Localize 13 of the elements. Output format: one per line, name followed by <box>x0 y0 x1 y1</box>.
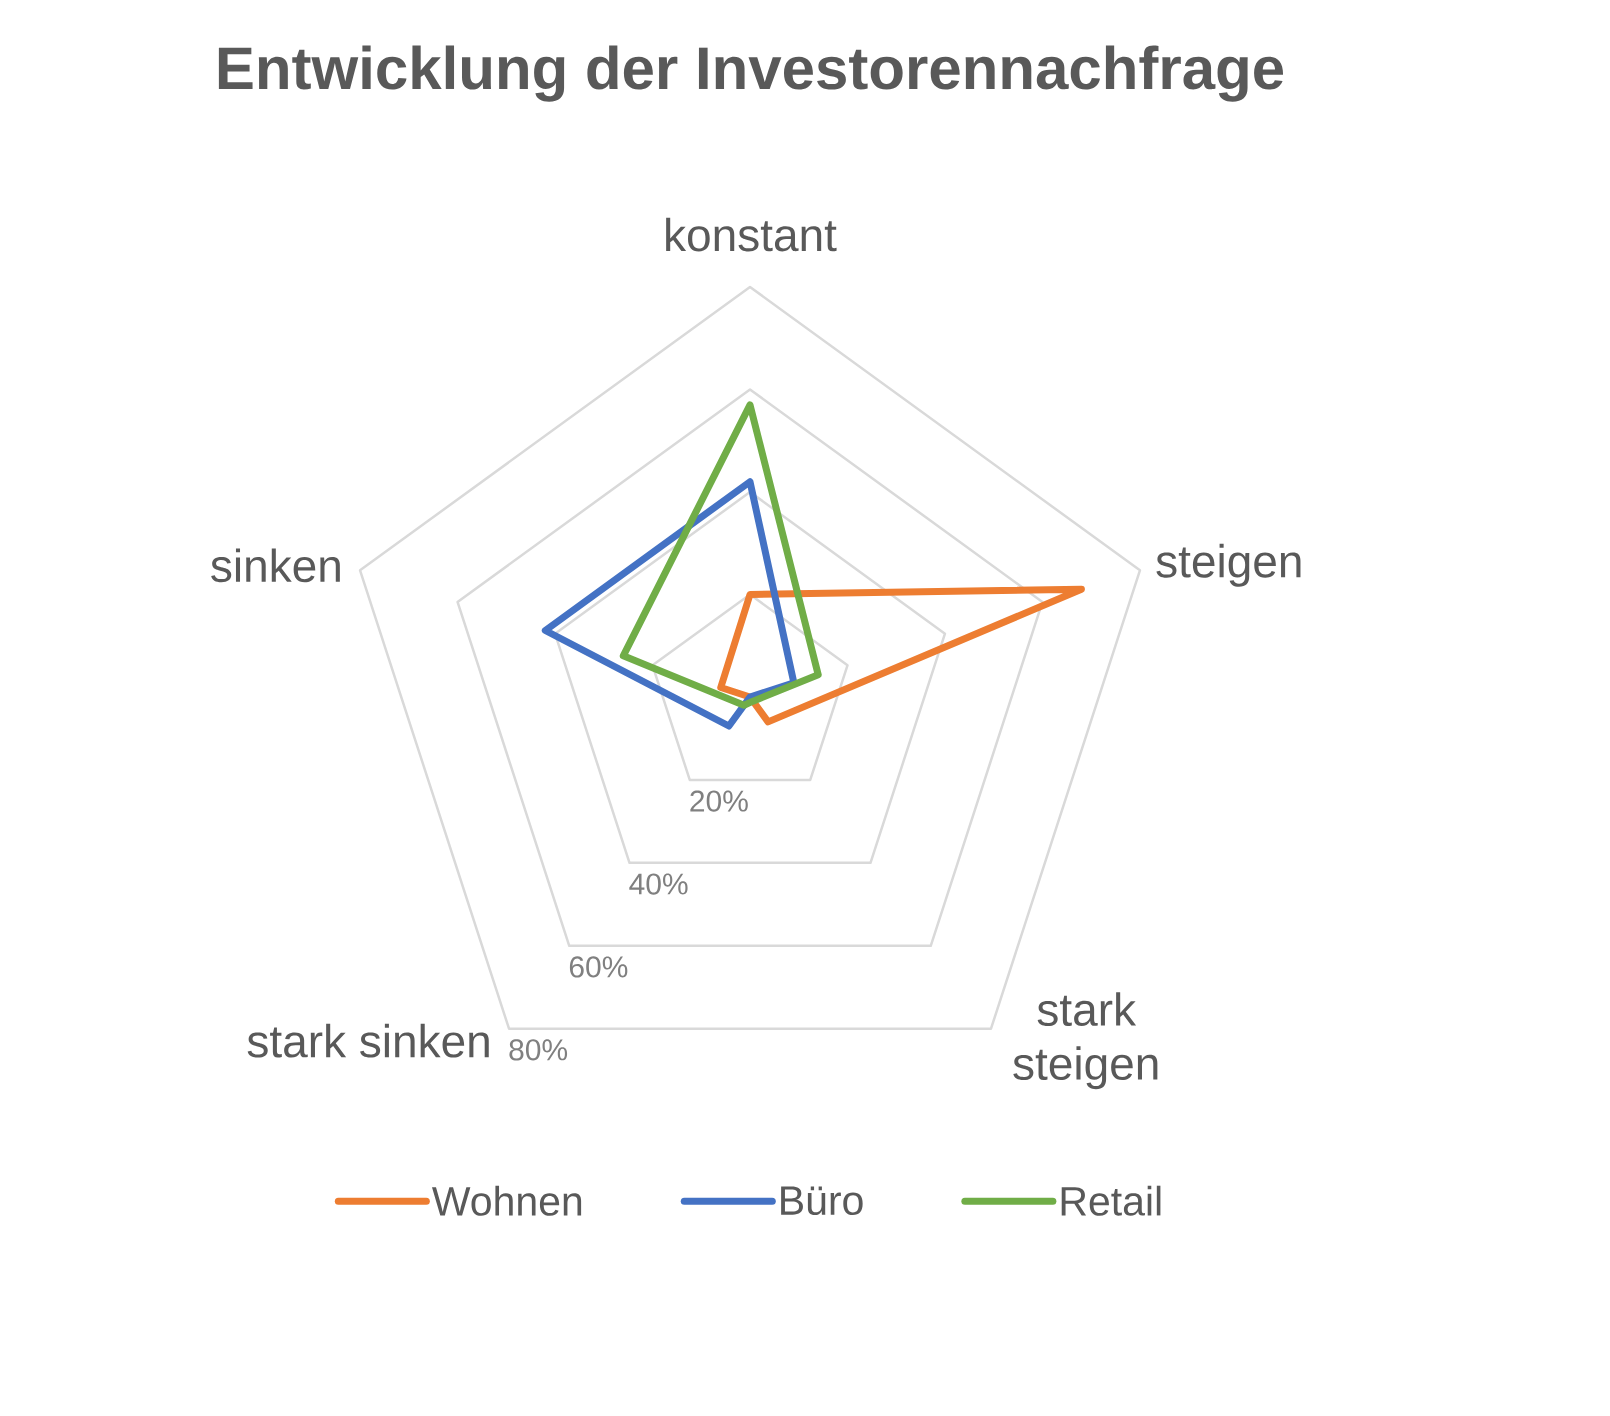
legend-label: Wohnen <box>432 1185 582 1216</box>
y-tick-label: 80% <box>509 1039 568 1061</box>
spoke-label: stark steigen <box>1013 992 1158 1090</box>
legend-label: Büro <box>781 1186 863 1216</box>
legend-label: Retail <box>1061 1185 1161 1216</box>
spoke-label: stark sinken <box>247 1023 489 1058</box>
y-tick-label: 40% <box>629 873 688 895</box>
spoke-label: sinken <box>211 548 340 583</box>
chart-title: Entwicklung der Investorennachfrage <box>218 45 1284 102</box>
spoke-label: konstant <box>666 217 837 252</box>
y-tick-label: 60% <box>569 956 628 978</box>
y-tick-label: 20% <box>690 790 748 812</box>
spoke-label: steigen <box>1156 543 1301 587</box>
